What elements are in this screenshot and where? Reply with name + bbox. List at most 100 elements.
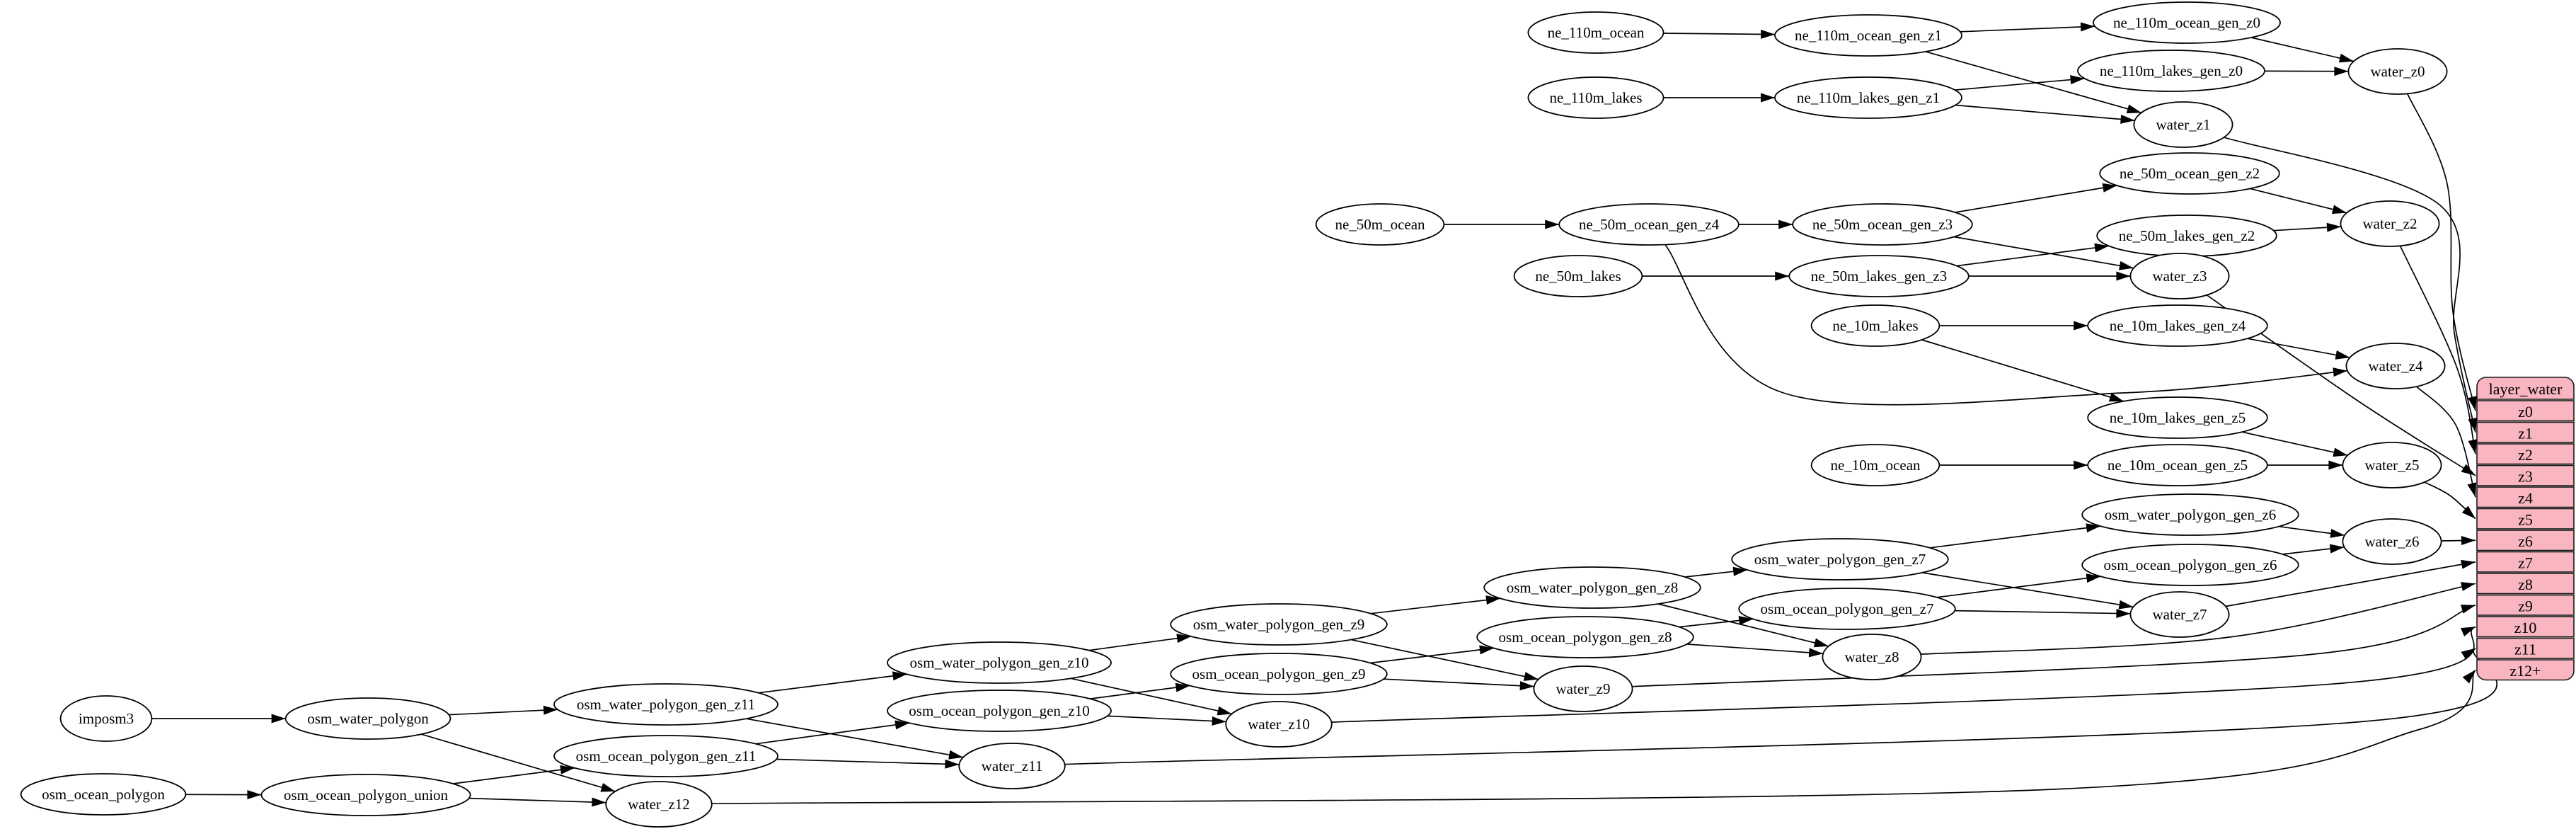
arrowhead-icon (1732, 566, 1748, 576)
graph-node-water_z4: water_z4 (2345, 343, 2446, 389)
graph-node-water_z6: water_z6 (2342, 518, 2442, 565)
arrowhead-icon (2334, 67, 2349, 76)
node-label: water_z1 (2156, 116, 2211, 133)
node-label: ne_110m_lakes (1549, 89, 1642, 106)
node-label: osm_ocean_polygon_gen_z8 (1499, 629, 1672, 646)
arrowhead-icon (2086, 573, 2101, 583)
layer-water-row-z3 (2476, 464, 2575, 486)
graph-node-water_z10: water_z10 (1225, 701, 1333, 748)
graph-node-water_z5: water_z5 (2342, 442, 2442, 488)
node-label: imposm3 (79, 710, 134, 727)
arrowhead-icon (2328, 460, 2343, 470)
edge-ne_50m_ocean_gen_z4-to-water_z4 (1664, 244, 2348, 406)
row-label: z4 (2518, 489, 2533, 507)
arrowhead-icon (2118, 600, 2134, 610)
edge-osm_water_polygon_gen_z7-to-water_z7 (1921, 572, 2134, 608)
arrowhead-icon (2330, 529, 2345, 538)
layer-water-row-z6 (2476, 530, 2575, 551)
layer-water-row-z11 (2476, 637, 2575, 659)
node-label: osm_ocean_polygon_gen_z11 (576, 748, 757, 765)
edge-water_z7-to-layer-water-row-z7 (2225, 561, 2476, 607)
arrowhead-icon (892, 671, 907, 681)
arrowhead-icon (895, 720, 910, 730)
node-label: osm_ocean_polygon_gen_z7 (1761, 600, 1934, 617)
arrowhead-icon (1212, 716, 1226, 726)
edge-osm_ocean_polygon_gen_z9-to-osm_ocean_polygon_gen_z8 (1369, 647, 1494, 664)
node-label: ne_10m_lakes_gen_z5 (2110, 409, 2246, 426)
arrowhead-icon (2329, 544, 2345, 554)
layer-water-table: layer_water z0 z1 z2 z3 z4 z5 z6 z7 z8 z9 z10 z11 z12… (2476, 377, 2575, 681)
arrowhead-icon (2461, 648, 2476, 660)
graph-node-osm_ocean_polygon_gen_z6: osm_ocean_polygon_gen_z6 (2081, 544, 2299, 586)
layer-water-row-z0 (2476, 400, 2575, 422)
row-label: z8 (2518, 576, 2533, 593)
layer-water-header (2476, 377, 2575, 400)
edge-water_z4-to-layer-water-row-z4 (2416, 386, 2476, 498)
arrowhead-icon (2080, 22, 2095, 32)
layer-water-row-z1 (2476, 421, 2575, 443)
node-label: osm_water_polygon_gen_z10 (909, 654, 1088, 671)
node-label: ne_110m_ocean_gen_z0 (2113, 14, 2260, 31)
arrowhead-icon (2126, 104, 2141, 114)
node-label: osm_water_polygon_gen_z6 (2105, 506, 2277, 523)
node-label: water_z3 (2153, 268, 2207, 285)
row-label: z11 (2514, 640, 2536, 658)
graph-node-ne_110m_ocean_gen_z0: ne_110m_ocean_gen_z0 (2093, 1, 2281, 44)
graph-node-water_z0: water_z0 (2347, 48, 2448, 95)
node-label: ne_110m_lakes_gen_z1 (1797, 89, 1940, 106)
arrowhead-icon (2333, 367, 2347, 377)
graph-node-ne_50m_lakes: ne_50m_lakes (1513, 255, 1643, 297)
edge-ne_50m_ocean_gen_z3-to-water_z3 (1953, 236, 2134, 269)
arrowhead-icon (2468, 417, 2478, 433)
arrowhead-icon (1545, 219, 1560, 229)
graph-node-ne_110m_lakes_gen_z1: ne_110m_lakes_gen_z1 (1774, 76, 1962, 119)
arrowhead-icon (1738, 616, 1754, 625)
arrowhead-icon (2326, 222, 2341, 232)
arrowhead-icon (592, 797, 606, 807)
arrowhead-icon (1813, 638, 1829, 648)
arrowhead-icon (2460, 605, 2476, 614)
arrowhead-icon (2461, 627, 2476, 637)
arrowhead-icon (2468, 396, 2477, 411)
arrowhead-icon (1778, 219, 1793, 229)
graph-node-ne_110m_ocean_gen_z1: ne_110m_ocean_gen_z1 (1774, 14, 1962, 57)
graph-node-ne_50m_ocean_gen_z3: ne_50m_ocean_gen_z3 (1792, 203, 1973, 246)
graph-node-osm_water_polygon_gen_z7: osm_water_polygon_gen_z7 (1731, 538, 1949, 581)
node-label: ne_110m_ocean_gen_z1 (1795, 27, 1942, 44)
node-label: ne_50m_ocean_gen_z2 (2120, 165, 2260, 182)
graph-node-osm_water_polygon_gen_z6: osm_water_polygon_gen_z6 (2081, 493, 2299, 536)
graph-node-osm_water_polygon: osm_water_polygon (284, 697, 452, 740)
node-label: water_z4 (2369, 358, 2423, 375)
edge-osm_ocean_polygon_gen_z11-to-water_z11 (776, 758, 960, 765)
edge-osm_water_polygon_gen_z9-to-osm_water_polygon_gen_z8 (1370, 598, 1501, 614)
graph-node-osm_water_polygon_gen_z9: osm_water_polygon_gen_z9 (1170, 603, 1388, 646)
edge-ne_50m_ocean_gen_z2-to-water_z2 (2250, 188, 2347, 214)
edge-osm_water_polygon-to-water_z12 (420, 733, 616, 792)
arrowhead-icon (2074, 460, 2088, 470)
edge-osm_ocean_polygon_gen_z10-to-osm_ocean_polygon_gen_z9 (1090, 685, 1190, 699)
arrowhead-icon (2461, 505, 2476, 519)
edge-osm_water_polygon_gen_z11-to-osm_water_polygon_gen_z10 (758, 673, 907, 694)
arrowhead-icon (1519, 681, 1534, 691)
arrowhead-icon (945, 759, 960, 769)
graph-node-water_z11: water_z11 (958, 743, 1066, 789)
node-label: osm_ocean_polygon_gen_z6 (2104, 556, 2277, 573)
node-label: ne_10m_lakes_gen_z4 (2110, 317, 2246, 334)
arrowhead-icon (1523, 672, 1539, 681)
arrowhead-icon (2461, 582, 2476, 591)
edge-ne_110m_ocean_gen_z1-to-water_z1 (1925, 51, 2141, 114)
node-label: ne_50m_lakes_gen_z2 (2119, 227, 2255, 244)
arrowhead-icon (1761, 29, 1776, 39)
arrowhead-icon (2120, 114, 2135, 124)
node-label: osm_water_polygon_gen_z7 (1754, 551, 1926, 568)
edge-osm_ocean_polygon_gen_z7-to-water_z7 (1955, 610, 2131, 614)
node-label: osm_water_polygon (307, 710, 429, 727)
row-label: z3 (2518, 467, 2533, 485)
arrowhead-icon (2102, 183, 2117, 193)
arrowhead-icon (2074, 321, 2088, 331)
layer-water-row-z8 (2476, 573, 2575, 595)
arrowhead-icon (2461, 559, 2476, 569)
arrowhead-icon (247, 790, 262, 800)
arrowhead-icon (2468, 439, 2478, 454)
graph-node-ne_110m_ocean: ne_110m_ocean (1527, 11, 1664, 54)
